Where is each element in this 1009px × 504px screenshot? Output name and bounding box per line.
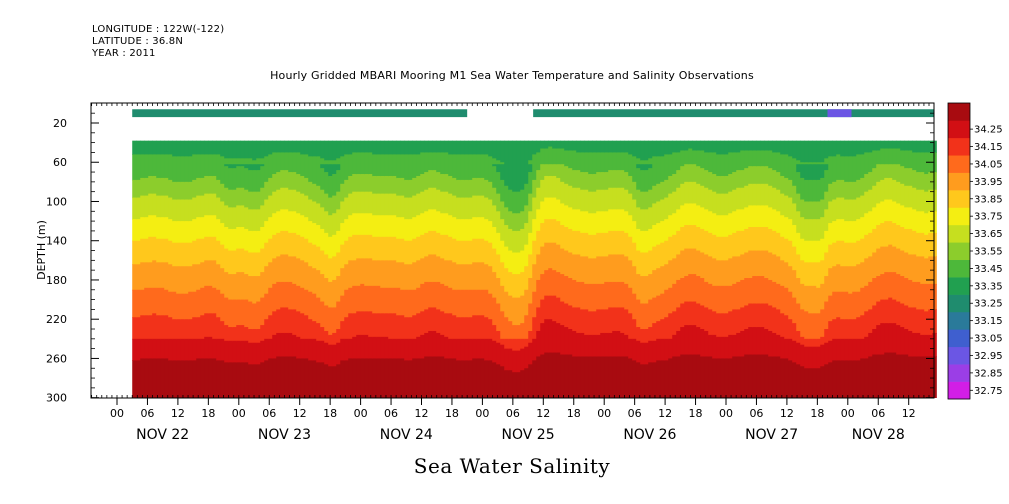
colorbar-swatch: [948, 224, 970, 243]
colorbar-label: 32.85: [974, 368, 1003, 379]
x-hour-label: 06: [140, 407, 154, 420]
colorbar-label: 33.95: [974, 177, 1003, 188]
y-tick-label: 300: [46, 392, 67, 405]
colorbar-swatch: [948, 242, 970, 261]
colorbar-swatch: [948, 137, 970, 156]
y-tick-label: 260: [46, 352, 67, 365]
x-day-label: NOV 27: [745, 427, 798, 443]
x-hour-label: 06: [262, 407, 276, 420]
y-tick-label: 60: [53, 156, 67, 169]
colorbar-swatch: [948, 259, 970, 278]
x-hour-label: 12: [536, 407, 550, 420]
colorbar-label: 33.25: [974, 299, 1003, 310]
x-day-label: NOV 28: [852, 427, 905, 443]
x-hour-label: 12: [658, 407, 672, 420]
longitude-label: LONGITUDE : 122W(-122): [92, 24, 225, 35]
colorbar-swatch: [948, 190, 970, 208]
x-hour-label: 18: [201, 407, 215, 420]
x-hour-label: 06: [384, 407, 398, 420]
colorbar-swatch: [948, 381, 970, 400]
x-hour-label: 00: [110, 407, 124, 420]
surface-strip-left: [132, 109, 468, 118]
colorbar-label: 33.35: [974, 281, 1003, 292]
colorbar-label: 33.45: [974, 264, 1003, 275]
colorbar-label: 32.95: [974, 351, 1003, 362]
x-hour-label: 12: [415, 407, 429, 420]
x-day-label: NOV 23: [258, 427, 311, 443]
colorbar-label: 34.05: [974, 159, 1003, 170]
x-hour-label: 00: [232, 407, 246, 420]
x-hour-label: 00: [719, 407, 733, 420]
colorbar-swatch: [948, 103, 970, 121]
colorbar-swatch: [948, 364, 970, 382]
colorbar-label: 34.25: [974, 125, 1003, 136]
x-hour-label: 18: [810, 407, 824, 420]
x-hour-label: 12: [171, 407, 185, 420]
colorbar-label: 33.05: [974, 334, 1003, 345]
colorbar-swatch: [948, 311, 970, 330]
x-day-label: NOV 25: [502, 427, 555, 443]
footer-title: Sea Water Salinity: [413, 454, 611, 478]
x-hour-label: 12: [780, 407, 794, 420]
x-hour-label: 12: [902, 407, 916, 420]
y-tick-label: 100: [46, 195, 67, 208]
surface-strip-low-patch: [827, 109, 852, 118]
y-tick-label: 220: [46, 313, 67, 326]
x-hour-label: 06: [628, 407, 642, 420]
y-axis-title: DEPTH (m): [35, 220, 48, 280]
colorbar-swatch: [948, 329, 970, 348]
y-tick-label: 20: [53, 117, 67, 130]
colorbar-label: 33.65: [974, 229, 1003, 240]
year-label: YEAR : 2011: [92, 48, 156, 59]
chart-title: Hourly Gridded MBARI Mooring M1 Sea Wate…: [270, 69, 754, 82]
x-hour-label: 00: [841, 407, 855, 420]
x-hour-label: 18: [445, 407, 459, 420]
x-hour-label: 18: [567, 407, 581, 420]
colorbar-swatch: [948, 346, 970, 365]
colorbar-label: 33.75: [974, 212, 1003, 223]
colorbar-swatch: [948, 155, 970, 173]
colorbar-swatch: [948, 277, 970, 295]
colorbar-swatch: [948, 294, 970, 313]
colorbar-swatch: [948, 207, 970, 226]
colorbar-label: 33.15: [974, 316, 1003, 327]
x-day-label: NOV 24: [380, 427, 433, 443]
colorbar-swatch: [948, 172, 970, 191]
y-tick-label: 140: [46, 235, 67, 248]
x-hour-label: 00: [354, 407, 368, 420]
latitude-label: LATITUDE : 36.8N: [92, 36, 184, 47]
x-hour-label: 00: [475, 407, 489, 420]
salinity-field: [132, 140, 937, 398]
x-hour-label: 06: [871, 407, 885, 420]
x-hour-label: 12: [293, 407, 307, 420]
colorbar-label: 34.15: [974, 142, 1003, 153]
x-hour-label: 06: [506, 407, 520, 420]
surface-strip-right: [533, 109, 934, 118]
colorbar-swatch: [948, 120, 970, 139]
colorbar-label: 33.55: [974, 247, 1003, 258]
x-hour-label: 00: [597, 407, 611, 420]
y-tick-label: 180: [46, 274, 67, 287]
x-day-label: NOV 26: [623, 427, 676, 443]
colorbar-label: 33.85: [974, 194, 1003, 205]
x-day-label: NOV 22: [136, 427, 189, 443]
x-hour-label: 18: [689, 407, 703, 420]
x-hour-label: 06: [749, 407, 763, 420]
x-hour-label: 18: [323, 407, 337, 420]
colorbar-label: 32.75: [974, 386, 1003, 397]
